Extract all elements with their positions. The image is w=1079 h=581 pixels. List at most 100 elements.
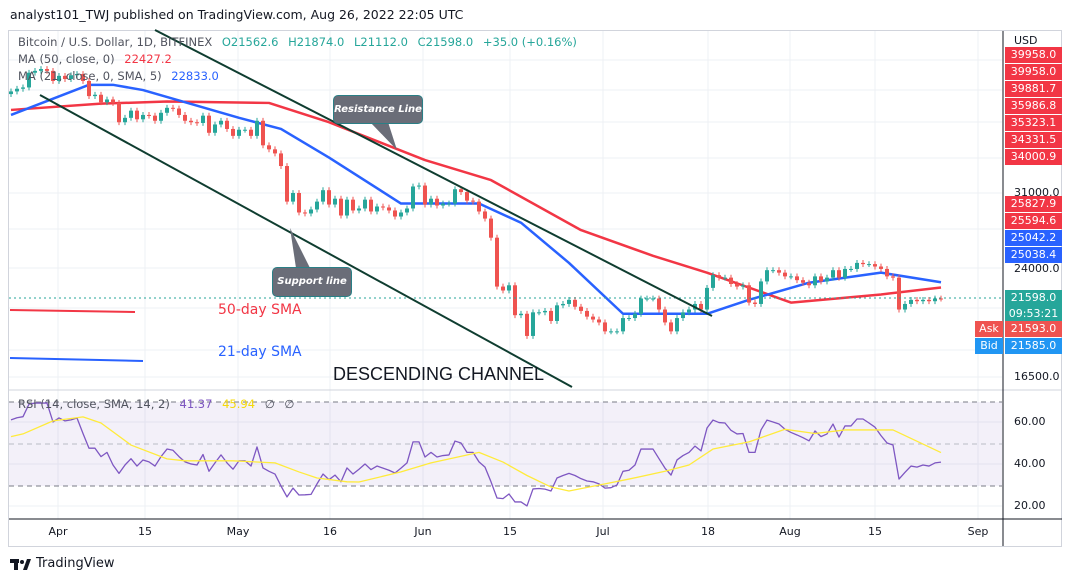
bid-price: 21585.0 bbox=[1005, 338, 1062, 354]
candle-body bbox=[771, 270, 775, 272]
candle-body bbox=[399, 212, 403, 217]
candle-body bbox=[105, 99, 109, 103]
ma21-legend[interactable]: MA (21, close, 0, SMA, 5) 22833.0 bbox=[18, 69, 225, 83]
candle-body bbox=[501, 286, 505, 291]
time-tick: 15 bbox=[503, 525, 517, 538]
candle-body bbox=[57, 75, 61, 81]
candle-body bbox=[675, 318, 679, 332]
bid-label: Bid bbox=[975, 338, 1003, 354]
candle-body bbox=[261, 120, 265, 146]
candle-body bbox=[537, 312, 541, 314]
support-trendline[interactable] bbox=[39, 94, 573, 388]
support-line-callout[interactable]: Support line bbox=[272, 267, 352, 297]
candle-body bbox=[285, 166, 289, 202]
candle-body bbox=[795, 276, 799, 281]
candle-body bbox=[765, 270, 769, 282]
candle-body bbox=[423, 185, 427, 205]
candle-body bbox=[159, 112, 163, 121]
candle-body bbox=[927, 299, 931, 302]
resistance-line-callout[interactable]: Resistance Line bbox=[333, 95, 423, 124]
candle-body bbox=[123, 117, 127, 123]
candle-body bbox=[789, 276, 793, 278]
candle-body bbox=[639, 298, 643, 314]
candle-body bbox=[405, 208, 409, 213]
red-price-badge: 39881.7 bbox=[1005, 81, 1062, 97]
candle-body bbox=[273, 149, 277, 154]
candle-body bbox=[567, 299, 571, 304]
candle-body bbox=[267, 145, 271, 150]
candle-body bbox=[303, 212, 307, 214]
candle-body bbox=[759, 281, 763, 304]
ask-label: Ask bbox=[975, 321, 1003, 337]
candle-body bbox=[801, 280, 805, 283]
time-tick: 18 bbox=[701, 525, 715, 538]
red-price-badge: 25594.6 bbox=[1005, 213, 1062, 229]
ohlc-change: +35.0 (+0.16%) bbox=[482, 35, 577, 49]
candle-body bbox=[741, 285, 745, 287]
grid bbox=[9, 31, 1002, 519]
candle-body bbox=[621, 318, 625, 332]
candle-body bbox=[69, 75, 73, 80]
rsi-legend[interactable]: RSI (14, close, SMA, 14, 2) 41.37 45.94 … bbox=[18, 397, 300, 411]
candle-body bbox=[885, 268, 889, 277]
candle-body bbox=[699, 303, 703, 310]
candle-body bbox=[75, 73, 79, 76]
candle-body bbox=[663, 309, 667, 323]
candle-body bbox=[9, 91, 13, 95]
sma21-legend-line bbox=[9, 357, 144, 362]
resistance-trendline[interactable] bbox=[154, 29, 713, 317]
candle-body bbox=[327, 190, 331, 205]
price-tick-24000: 24000.0 bbox=[1014, 262, 1060, 275]
ma21-path bbox=[10, 83, 942, 316]
candle-body bbox=[279, 153, 283, 167]
candle-body bbox=[627, 318, 631, 320]
red-price-badge: 25827.9 bbox=[1005, 196, 1062, 212]
candle-body bbox=[435, 198, 439, 206]
candle-body bbox=[549, 310, 553, 321]
candle-body bbox=[219, 120, 223, 125]
candle-body bbox=[855, 262, 859, 269]
candle-body bbox=[519, 313, 523, 316]
sma50-legend-line bbox=[9, 309, 136, 313]
red-price-badge: 34331.5 bbox=[1005, 132, 1062, 148]
candle-body bbox=[903, 303, 907, 310]
candle-body bbox=[807, 282, 811, 286]
candle-body bbox=[189, 120, 193, 123]
candles bbox=[9, 66, 943, 339]
candle-body bbox=[591, 316, 595, 320]
candle-body bbox=[39, 69, 43, 71]
candle-body bbox=[483, 211, 487, 219]
candle-body bbox=[897, 277, 901, 310]
ma50-legend[interactable]: MA (50, close, 0) 22427.2 bbox=[18, 52, 178, 66]
candle-body bbox=[363, 199, 367, 209]
symbol-name[interactable]: Bitcoin / U.S. Dollar, 1D, BITFINEX bbox=[18, 35, 213, 49]
candle-body bbox=[357, 208, 361, 211]
candle-body bbox=[681, 312, 685, 319]
red-price-badge: 34000.9 bbox=[1005, 149, 1062, 165]
tradingview-brand: TradingView bbox=[36, 556, 115, 571]
red-price-badge: 39958.0 bbox=[1005, 64, 1062, 80]
tradingview-logo-icon bbox=[10, 558, 31, 570]
candle-body bbox=[177, 108, 181, 115]
candle-body bbox=[339, 198, 343, 216]
candle-body bbox=[717, 275, 721, 278]
candle-body bbox=[561, 303, 565, 306]
rsi-tick-40: 40.00 bbox=[1014, 457, 1046, 470]
rsi-na-2: ∅ bbox=[284, 397, 295, 411]
candle-body bbox=[471, 200, 475, 202]
candle-body bbox=[579, 306, 583, 311]
candle-body bbox=[651, 298, 655, 300]
resistance-callout-pointer bbox=[370, 122, 397, 150]
candle-body bbox=[495, 237, 499, 287]
candle-body bbox=[609, 331, 613, 333]
support-callout-pointer bbox=[290, 228, 310, 268]
candle-body bbox=[351, 199, 355, 211]
candle-body bbox=[51, 70, 55, 81]
candle-body bbox=[111, 99, 115, 103]
red-price-badge: 35986.8 bbox=[1005, 98, 1062, 114]
candle-body bbox=[63, 75, 67, 80]
candle-body bbox=[867, 264, 871, 266]
blue-badge-2: 25038.4 bbox=[1005, 247, 1062, 263]
candle-body bbox=[45, 69, 49, 71]
